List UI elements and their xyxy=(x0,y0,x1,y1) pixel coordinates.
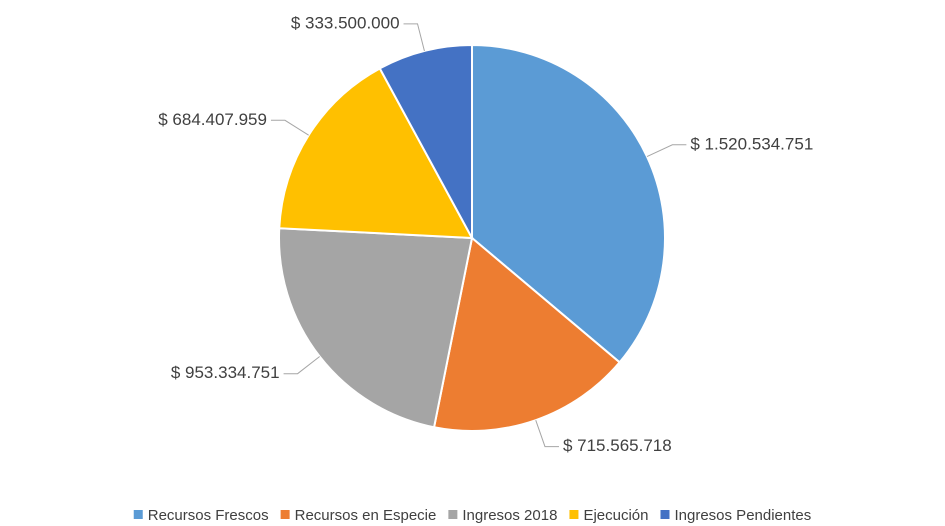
legend-label: Ingresos 2018 xyxy=(462,507,557,524)
pie-slice xyxy=(278,67,474,240)
pie-slice xyxy=(278,227,474,429)
pie-slice xyxy=(432,236,622,432)
leader-line xyxy=(646,144,687,158)
pie-slice xyxy=(471,43,666,364)
legend-swatch xyxy=(660,510,670,519)
leader-line xyxy=(270,119,309,136)
leader-line xyxy=(403,23,425,52)
data-label: $ 1.520.534.751 xyxy=(690,134,813,153)
legend-swatch xyxy=(448,510,458,519)
legend-swatch xyxy=(569,510,579,519)
data-label: $ 953.334.751 xyxy=(171,363,280,382)
legend-swatch xyxy=(280,510,290,519)
data-label: $ 715.565.718 xyxy=(563,436,672,455)
data-label: $ 333.500.000 xyxy=(291,13,400,32)
legend-label: Recursos Frescos xyxy=(148,507,269,524)
data-label: $ 684.407.959 xyxy=(158,110,267,129)
legend-label: Recursos en Especie xyxy=(295,507,437,524)
legend-label: Ejecución xyxy=(583,507,648,524)
legend-label: Ingresos Pendientes xyxy=(674,507,811,524)
leader-line xyxy=(283,356,320,375)
leader-line xyxy=(535,420,559,448)
pie-slice xyxy=(378,43,473,239)
legend-swatch xyxy=(133,510,143,519)
